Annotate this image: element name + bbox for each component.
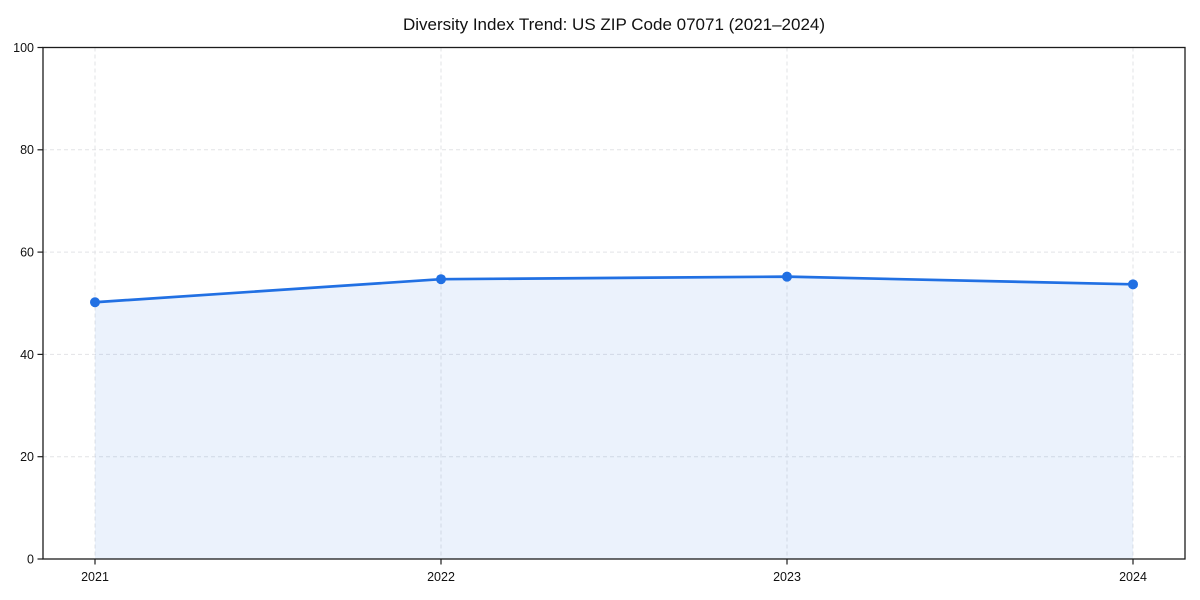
y-tick-label: 60 [20,245,34,259]
x-tick-label: 2024 [1119,570,1147,584]
data-point-marker [782,271,792,282]
x-tick-label: 2023 [773,570,801,584]
data-point-marker [1128,279,1138,290]
trend-line [93,275,1135,304]
area-fill [95,276,1133,559]
y-tick-label: 0 [27,552,34,566]
x-tick-label: 2021 [81,570,109,584]
axis-frame [42,46,1186,560]
data-point-marker [90,297,100,308]
data-point-marker [436,274,446,285]
y-tick-label: 100 [13,41,34,55]
chart-title: Diversity Index Trend: US ZIP Code 07071… [402,15,826,34]
y-tick-label: 80 [20,143,34,157]
x-tick-label: 2022 [427,570,455,584]
y-tick-label: 20 [20,450,34,464]
y-tick-label: 40 [20,348,34,362]
